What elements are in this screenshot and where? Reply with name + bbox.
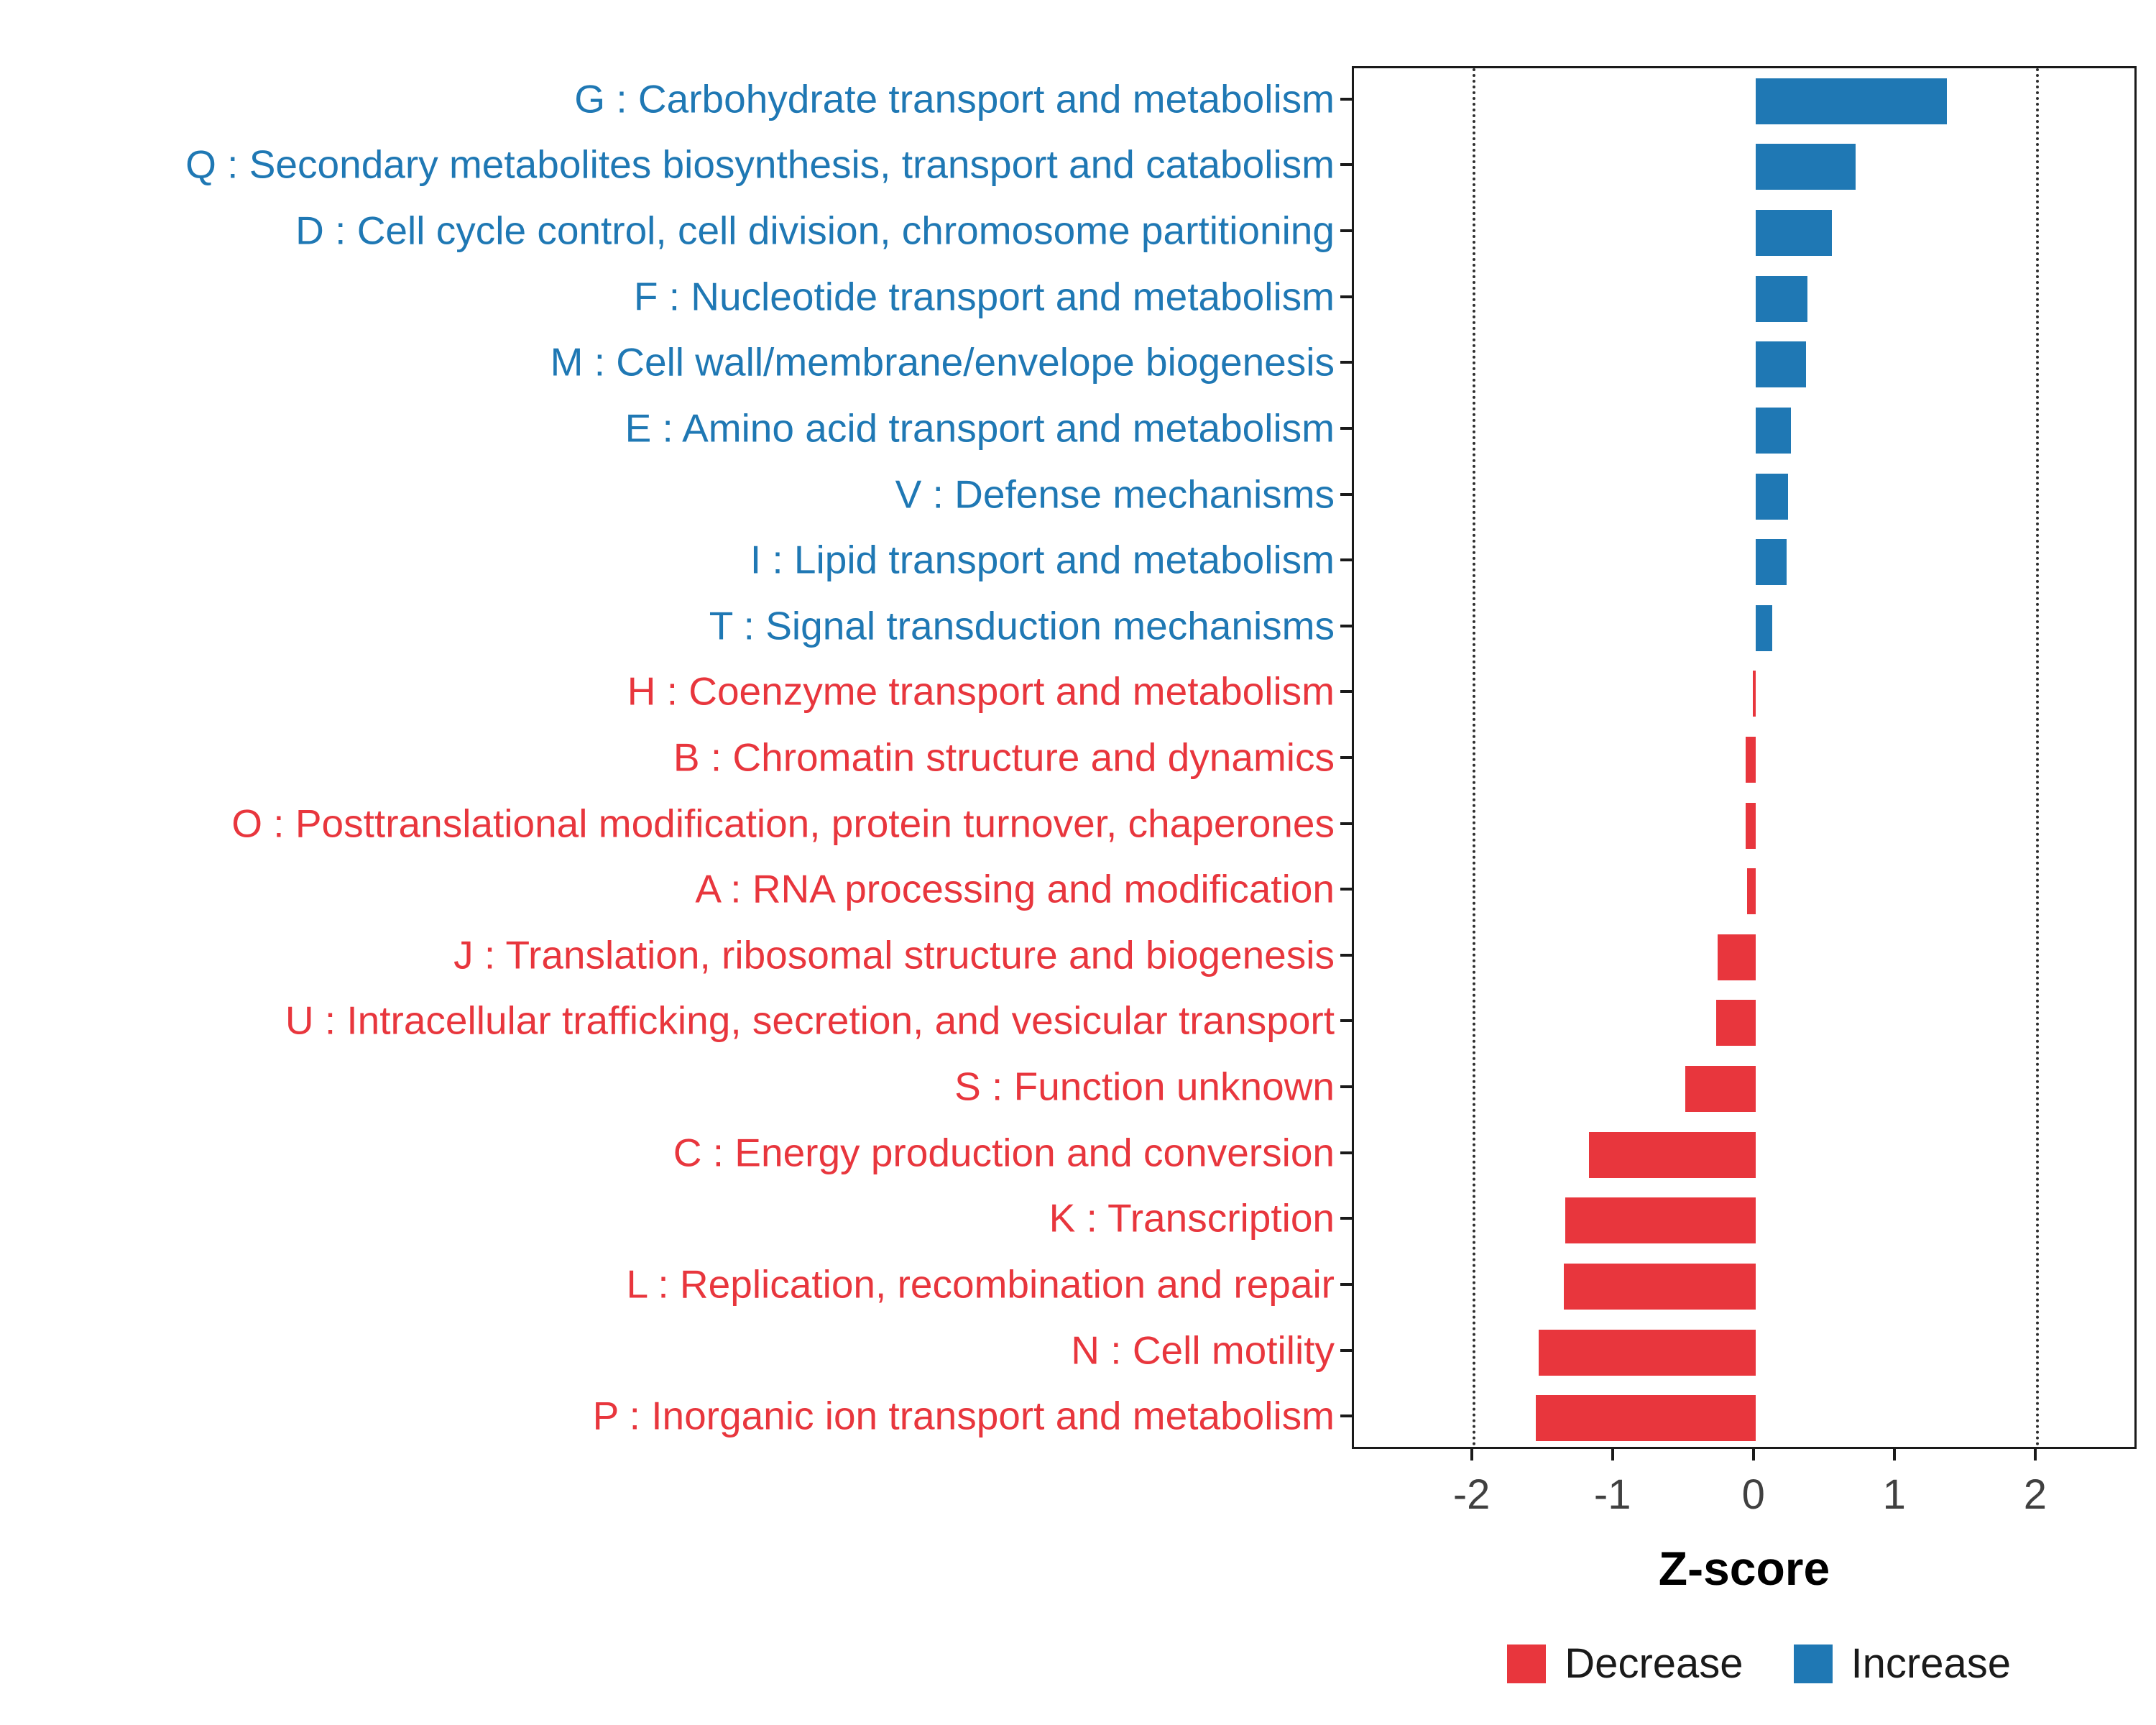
legend-swatch-increase bbox=[1793, 1644, 1833, 1683]
category-label: O : Posttranslational modification, prot… bbox=[231, 801, 1335, 846]
x-axis-tick bbox=[1751, 1449, 1755, 1460]
y-axis-tick bbox=[1340, 1019, 1352, 1023]
y-axis-tick bbox=[1340, 690, 1352, 694]
bar-decrease bbox=[1715, 1000, 1756, 1046]
x-tick-label: 2 bbox=[2023, 1471, 2047, 1518]
legend-label-decrease: Decrease bbox=[1565, 1640, 1743, 1687]
category-label: Q : Secondary metabolites biosynthesis, … bbox=[185, 142, 1335, 187]
bar-decrease bbox=[1746, 802, 1756, 849]
bar-increase bbox=[1755, 604, 1773, 651]
category-label: U : Intracellular trafficking, secretion… bbox=[285, 998, 1335, 1043]
y-axis-tick bbox=[1340, 1282, 1352, 1286]
x-tick-label: 0 bbox=[1741, 1471, 1765, 1518]
y-axis-tick bbox=[1340, 1217, 1352, 1220]
category-label: D : Cell cycle control, cell division, c… bbox=[295, 208, 1335, 253]
y-axis-tick bbox=[1340, 492, 1352, 496]
category-label: G : Carbohydrate transport and metabolis… bbox=[574, 76, 1335, 121]
y-axis-tick bbox=[1340, 558, 1352, 562]
bar-increase bbox=[1755, 341, 1807, 388]
category-label: N : Cell motility bbox=[1071, 1328, 1335, 1373]
category-label: B : Chromatin structure and dynamics bbox=[673, 735, 1335, 780]
category-label: H : Coenzyme transport and metabolism bbox=[627, 668, 1335, 714]
category-label: S : Function unknown bbox=[954, 1064, 1335, 1109]
bar-decrease bbox=[1717, 934, 1756, 980]
y-axis-tick bbox=[1340, 1414, 1352, 1418]
bar-decrease bbox=[1589, 1131, 1756, 1178]
category-label: E : Amino acid transport and metabolism bbox=[625, 405, 1335, 451]
reference-line bbox=[2035, 68, 2039, 1447]
legend-label-increase: Increase bbox=[1851, 1640, 2011, 1687]
y-axis-tick bbox=[1340, 295, 1352, 298]
category-label: F : Nucleotide transport and metabolism bbox=[633, 274, 1335, 319]
category-label: J : Translation, ribosomal structure and… bbox=[453, 932, 1335, 978]
y-axis-tick bbox=[1340, 1085, 1352, 1089]
category-label: V : Defense mechanisms bbox=[895, 472, 1335, 517]
category-label: K : Transcription bbox=[1049, 1195, 1335, 1241]
legend-item-increase: Increase bbox=[1793, 1640, 2011, 1687]
y-axis-tick bbox=[1340, 953, 1352, 957]
y-axis-tick bbox=[1340, 97, 1352, 101]
y-axis-tick bbox=[1340, 624, 1352, 627]
bar-decrease bbox=[1746, 868, 1756, 915]
plot-panel bbox=[1352, 66, 2137, 1449]
y-axis-tick bbox=[1340, 888, 1352, 891]
legend-item-decrease: Decrease bbox=[1507, 1643, 1743, 1685]
bar-increase bbox=[1755, 407, 1791, 454]
legend: Decrease Increase bbox=[1507, 1643, 2011, 1685]
category-label: T : Signal transduction mechanisms bbox=[709, 603, 1335, 648]
bar-decrease bbox=[1565, 1197, 1756, 1244]
x-tick-label: -2 bbox=[1452, 1471, 1491, 1518]
bar-increase bbox=[1755, 78, 1948, 124]
bar-increase bbox=[1755, 539, 1787, 586]
y-axis-tick bbox=[1340, 756, 1352, 759]
reference-line bbox=[1472, 68, 1475, 1447]
legend-swatch-decrease bbox=[1507, 1644, 1547, 1683]
y-axis-tick bbox=[1340, 1348, 1352, 1352]
bar-decrease bbox=[1564, 1263, 1756, 1310]
y-axis-tick bbox=[1340, 229, 1352, 233]
y-axis-tick bbox=[1340, 1151, 1352, 1154]
y-axis-tick bbox=[1340, 426, 1352, 430]
bar-increase bbox=[1755, 144, 1856, 190]
category-label: I : Lipid transport and metabolism bbox=[750, 537, 1335, 582]
category-label: M : Cell wall/membrane/envelope biogenes… bbox=[550, 339, 1335, 385]
bar-decrease bbox=[1535, 1395, 1756, 1442]
y-axis-tick bbox=[1340, 361, 1352, 364]
y-axis-tick bbox=[1340, 822, 1352, 825]
category-label: C : Energy production and conversion bbox=[673, 1130, 1335, 1175]
bar-decrease bbox=[1752, 671, 1756, 717]
x-axis-title: Z-score bbox=[1658, 1542, 1830, 1595]
category-label: A : RNA processing and modification bbox=[695, 866, 1335, 911]
x-tick-label: 1 bbox=[1882, 1471, 1906, 1518]
category-label: L : Replication, recombination and repai… bbox=[626, 1261, 1335, 1307]
category-label: P : Inorganic ion transport and metaboli… bbox=[592, 1393, 1335, 1438]
x-axis-tick bbox=[2033, 1449, 2037, 1460]
bar-decrease bbox=[1538, 1329, 1756, 1376]
x-axis-tick bbox=[1611, 1449, 1614, 1460]
bar-increase bbox=[1755, 473, 1788, 520]
bar-increase bbox=[1755, 275, 1808, 322]
bar-decrease bbox=[1685, 1066, 1756, 1113]
x-tick-label: -1 bbox=[1593, 1471, 1631, 1518]
bar-decrease bbox=[1746, 737, 1756, 783]
x-axis-tick bbox=[1470, 1449, 1473, 1460]
bar-increase bbox=[1755, 210, 1832, 257]
y-axis-tick bbox=[1340, 163, 1352, 167]
x-axis-tick bbox=[1892, 1449, 1896, 1460]
